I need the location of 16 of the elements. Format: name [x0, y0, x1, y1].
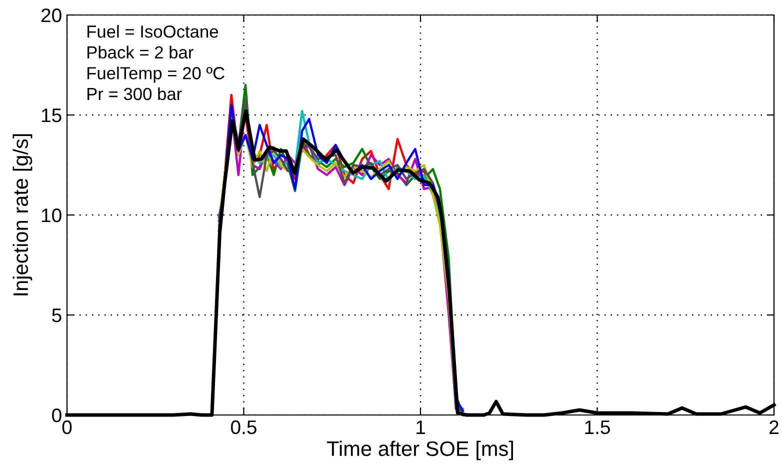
- x-tick-label: 2: [770, 420, 778, 434]
- y-axis-title: Injection rate [g/s]: [12, 134, 32, 296]
- x-tick-label: 1.5: [585, 420, 610, 434]
- x-tick-label: 0.5: [230, 420, 256, 434]
- annotation: Pback = 2 bar: [88, 46, 194, 59]
- y-tick-label: 5: [52, 308, 62, 322]
- y-tick-label: 15: [42, 108, 62, 122]
- x-axis-title: Time after SOE [ms]: [327, 440, 513, 460]
- annotation: FuelTemp = 20 ºC: [88, 66, 224, 83]
- y-tick-label: 0: [52, 408, 62, 422]
- annotation: Pr = 300 bar: [88, 87, 182, 100]
- y-tick-label: 20: [41, 8, 62, 22]
- x-tick-label: 0: [62, 420, 72, 434]
- x-tick-label: 1: [416, 420, 425, 434]
- annotation: Fuel = IsoOctane: [88, 25, 218, 38]
- y-tick-label: 10: [42, 208, 62, 222]
